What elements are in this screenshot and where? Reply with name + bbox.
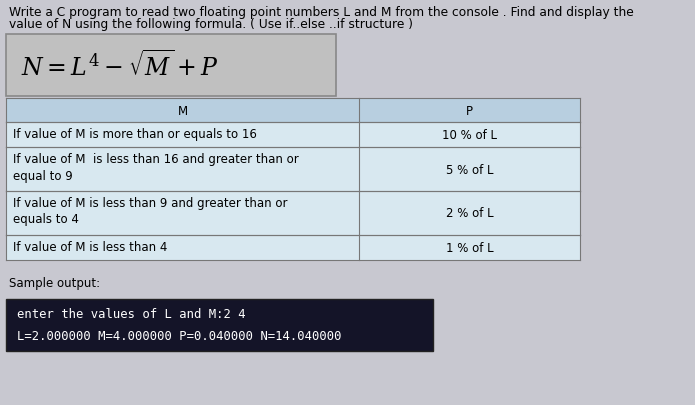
Text: 2 % of L: 2 % of L	[445, 207, 493, 220]
Text: If value of M is less than 9 and greater than or
equals to 4: If value of M is less than 9 and greater…	[13, 196, 288, 226]
Text: If value of M  is less than 16 and greater than or
equal to 9: If value of M is less than 16 and greate…	[13, 153, 299, 182]
Bar	[6, 148, 580, 192]
Bar	[6, 99, 580, 123]
Text: 1 % of L: 1 % of L	[445, 241, 493, 254]
Bar	[6, 235, 580, 260]
Text: Write a C program to read two floating point numbers L and M from the console . : Write a C program to read two floating p…	[9, 6, 634, 19]
Text: enter the values of L and M:2 4: enter the values of L and M:2 4	[17, 307, 245, 320]
Text: If value of M is more than or equals to 16: If value of M is more than or equals to …	[13, 128, 257, 141]
Text: If value of M is less than 4: If value of M is less than 4	[13, 240, 167, 253]
Text: M: M	[177, 104, 188, 117]
Bar	[6, 34, 336, 97]
Text: L=2.000000 M=4.000000 P=0.040000 N=14.040000: L=2.000000 M=4.000000 P=0.040000 N=14.04…	[17, 329, 341, 342]
Text: 10 % of L: 10 % of L	[442, 129, 497, 142]
Text: P: P	[466, 104, 473, 117]
Text: 5 % of L: 5 % of L	[445, 163, 493, 176]
Text: value of N using the following formula. ( Use if..else ..if structure ): value of N using the following formula. …	[9, 18, 413, 31]
Bar	[6, 192, 580, 235]
Bar	[6, 123, 580, 148]
Bar	[6, 299, 432, 352]
Text: $N = L^4 - \sqrt{M} + P$: $N = L^4 - \sqrt{M} + P$	[21, 51, 219, 81]
Text: Sample output:: Sample output:	[9, 277, 100, 290]
